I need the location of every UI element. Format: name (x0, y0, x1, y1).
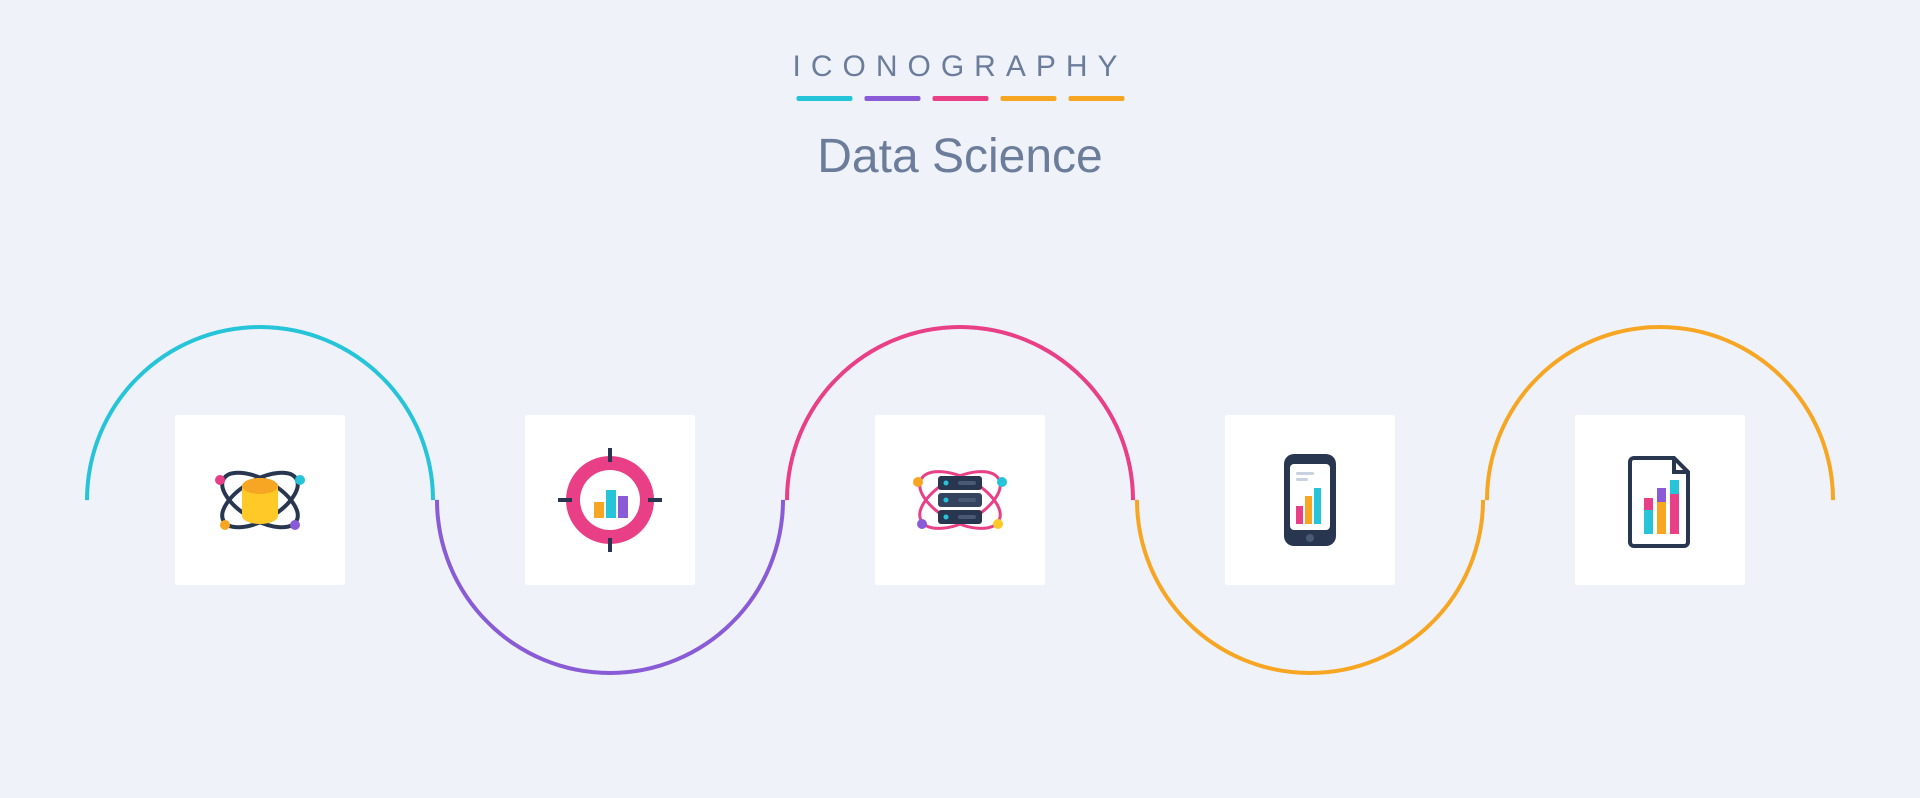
underline-bar (796, 96, 852, 101)
underline-bar (932, 96, 988, 101)
underline-bar (864, 96, 920, 101)
brand-underline (792, 96, 1127, 101)
icon-card (525, 415, 695, 585)
data-atom-icon (175, 415, 345, 585)
report-bars-icon (1575, 415, 1745, 585)
underline-bar (1068, 96, 1124, 101)
mobile-chart-icon (1225, 415, 1395, 585)
page-title: Data Science (792, 129, 1127, 184)
server-orbit-icon (875, 415, 1045, 585)
icon-card (1575, 415, 1745, 585)
icon-card (875, 415, 1045, 585)
canvas: ICONOGRAPHY Data Science (0, 0, 1920, 798)
brand-text: ICONOGRAPHY (792, 50, 1127, 84)
icon-card (175, 415, 345, 585)
target-chart-icon (525, 415, 695, 585)
underline-bar (1000, 96, 1056, 101)
header: ICONOGRAPHY Data Science (792, 50, 1127, 184)
icon-card (1225, 415, 1395, 585)
